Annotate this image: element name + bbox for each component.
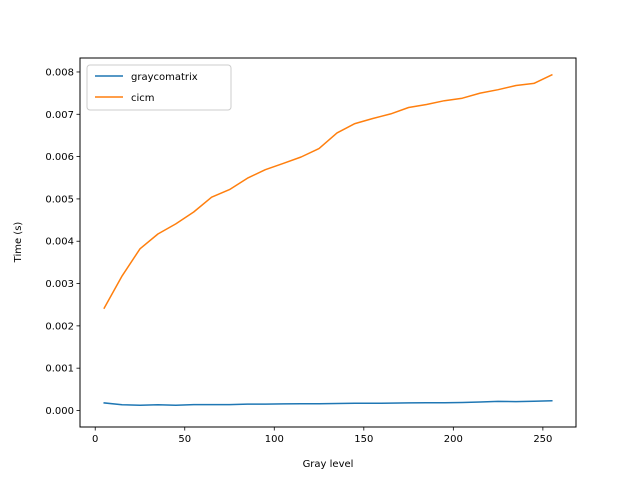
x-tick-label: 150 bbox=[354, 434, 373, 445]
x-tick-label: 250 bbox=[533, 434, 552, 445]
legend-label-graycomatrix: graycomatrix bbox=[131, 72, 198, 83]
y-tick-label: 0.005 bbox=[45, 194, 74, 205]
y-tick-label: 0.004 bbox=[45, 237, 74, 248]
y-tick-label: 0.001 bbox=[45, 364, 74, 375]
x-tick-label: 200 bbox=[444, 434, 463, 445]
y-tick-label: 0.002 bbox=[45, 321, 74, 332]
y-axis-ticks: 0.000 0.001 0.002 0.003 0.004 0.005 0.006 0.007… bbox=[45, 67, 80, 417]
y-tick-label: 0.006 bbox=[45, 152, 74, 163]
x-tick-label: 100 bbox=[265, 434, 284, 445]
x-axis-label: Gray level bbox=[303, 459, 354, 470]
series-layer bbox=[103, 73, 553, 406]
plot-area bbox=[80, 58, 576, 427]
y-tick-label: 0.000 bbox=[45, 406, 74, 417]
legend-label-cicm: cicm bbox=[131, 93, 155, 104]
series-line-graycomatrix bbox=[103, 400, 553, 406]
legend: graycomatrix cicm bbox=[86, 64, 232, 111]
y-tick-label: 0.008 bbox=[45, 67, 74, 78]
x-axis-ticks: 0 50 100 150 200 250 bbox=[92, 427, 552, 445]
y-tick-label: 0.007 bbox=[45, 110, 74, 121]
series-line-cicm bbox=[103, 73, 553, 310]
x-tick-label: 50 bbox=[178, 434, 191, 445]
x-tick-label: 0 bbox=[92, 434, 98, 445]
plot-frame bbox=[79, 57, 577, 428]
y-tick-label: 0.003 bbox=[45, 279, 74, 290]
y-axis-label: Time (s) bbox=[13, 222, 24, 264]
